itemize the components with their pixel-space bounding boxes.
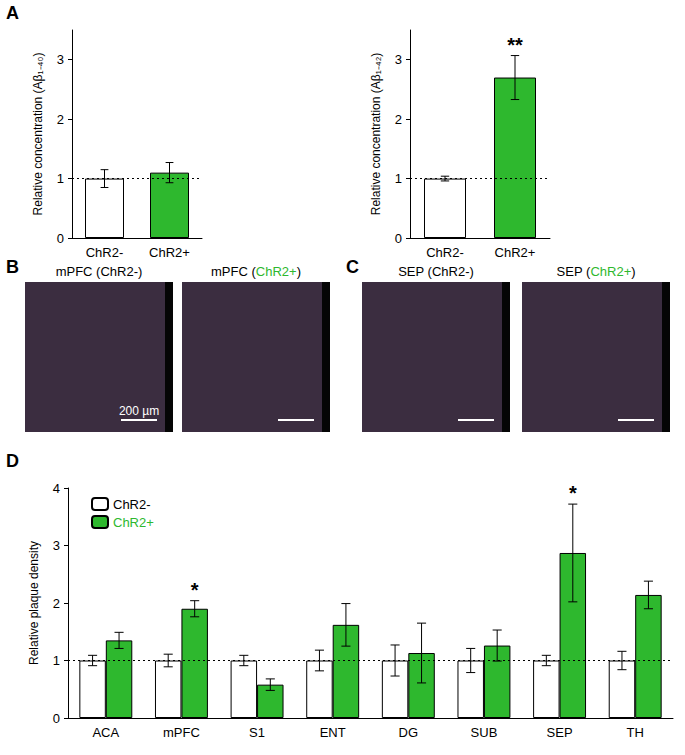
svg-text:A: A: [6, 3, 19, 23]
svg-text:Relative concentration (Aβ₁₋₄₀: Relative concentration (Aβ₁₋₄₀): [31, 53, 45, 216]
svg-text:3: 3: [395, 52, 402, 67]
svg-text:ChR2-: ChR2-: [426, 245, 464, 260]
svg-text:3: 3: [53, 538, 60, 553]
svg-text:Relative plaque density: Relative plaque density: [27, 541, 41, 665]
svg-text:2: 2: [53, 596, 60, 611]
svg-text:*: *: [569, 482, 577, 504]
svg-text:TH: TH: [627, 725, 644, 740]
svg-text:3: 3: [57, 52, 64, 67]
svg-text:2: 2: [395, 112, 402, 127]
svg-text:B: B: [6, 257, 19, 277]
svg-text:DG: DG: [399, 725, 419, 740]
svg-text:2: 2: [57, 112, 64, 127]
svg-text:ENT: ENT: [320, 725, 346, 740]
svg-text:S1: S1: [249, 725, 265, 740]
svg-text:ACA: ACA: [92, 725, 119, 740]
svg-text:1: 1: [53, 653, 60, 668]
svg-text:ChR2+: ChR2+: [495, 245, 536, 260]
svg-text:ChR2-: ChR2-: [113, 497, 151, 512]
svg-text:): ): [297, 264, 301, 279]
svg-text:ChR2-: ChR2-: [86, 245, 124, 260]
svg-text:Relative concentration (Aβ₁₋₄₂: Relative concentration (Aβ₁₋₄₂): [369, 53, 383, 216]
svg-text:): ): [631, 264, 635, 279]
svg-text:C: C: [346, 257, 359, 277]
svg-text:SEP: SEP: [547, 725, 573, 740]
svg-text:ChR2+: ChR2+: [590, 264, 631, 279]
svg-text:1: 1: [57, 171, 64, 186]
svg-text:mPFC (ChR2-): mPFC (ChR2-): [56, 264, 143, 279]
svg-text:0: 0: [53, 711, 60, 726]
svg-text:*: *: [191, 579, 199, 601]
svg-text:0: 0: [395, 231, 402, 246]
svg-text:ChR2+: ChR2+: [256, 264, 297, 279]
svg-text:D: D: [6, 451, 19, 471]
svg-text:4: 4: [53, 481, 60, 496]
svg-text:0: 0: [57, 231, 64, 246]
svg-text:ChR2+: ChR2+: [149, 245, 190, 260]
svg-text:200 µm: 200 µm: [119, 404, 159, 418]
svg-text:mPFC: mPFC: [163, 725, 200, 740]
svg-text:ChR2+: ChR2+: [113, 515, 154, 530]
svg-text:mPFC (: mPFC (: [211, 264, 256, 279]
svg-text:SUB: SUB: [471, 725, 498, 740]
svg-text:SEP (: SEP (: [557, 264, 591, 279]
svg-text:1: 1: [395, 171, 402, 186]
svg-text:**: **: [507, 34, 523, 56]
svg-text:SEP (ChR2-): SEP (ChR2-): [398, 264, 474, 279]
